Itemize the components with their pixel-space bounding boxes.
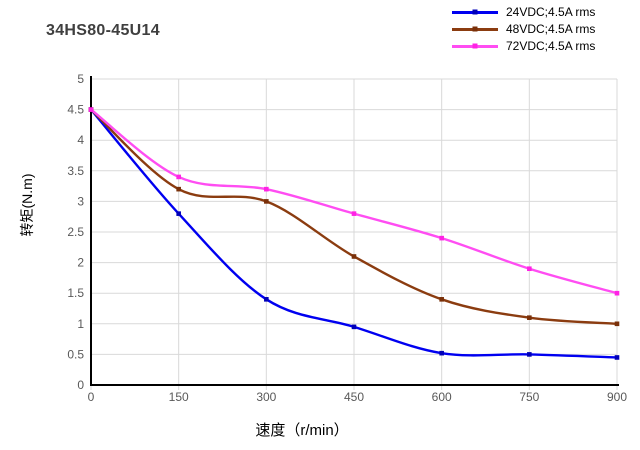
data-point-marker	[439, 350, 444, 356]
tick-labels: 0 150 300 450 600 750 900 0 0.5 1 1.5 2 2.5 3 3.5 4 4.5 5	[67, 72, 627, 404]
y-tick-label: 4.5	[67, 103, 84, 117]
data-point-marker	[439, 297, 444, 302]
legend-item-2: 72VDC;4.5A rms	[452, 38, 595, 54]
data-point-marker	[614, 290, 620, 296]
data-point-marker	[614, 321, 620, 327]
y-tick-label: 3.5	[67, 164, 84, 178]
legend-line-swatch	[452, 43, 498, 49]
x-tick-label: 300	[256, 390, 276, 404]
x-tick-label: 0	[88, 390, 95, 404]
gridlines	[91, 78, 618, 385]
data-point-marker	[527, 315, 532, 320]
data-point-marker	[88, 107, 94, 112]
data-point-marker	[176, 211, 181, 216]
y-tick-label: 0	[77, 378, 84, 392]
legend-label: 72VDC;4.5A rms	[506, 39, 596, 53]
legend-label: 48VDC;4.5A rms	[506, 22, 596, 36]
series-72vdc-4-5a-rms	[88, 107, 620, 296]
data-point-marker	[264, 297, 269, 302]
axes	[90, 76, 619, 386]
y-tick-label: 2.5	[67, 225, 84, 239]
data-point-marker	[176, 174, 181, 180]
legend-marker-icon	[472, 9, 478, 15]
legend-item-1: 48VDC;4.5A rms	[452, 21, 595, 37]
y-tick-label: 2	[77, 256, 84, 270]
legend-line-swatch	[452, 26, 498, 32]
data-point-marker	[527, 352, 532, 357]
x-tick-label: 150	[169, 390, 189, 404]
chart-title: 34HS80-45U14	[46, 22, 160, 39]
legend-marker-icon	[472, 26, 478, 32]
x-axis-ticks	[90, 386, 618, 390]
x-tick-label: 900	[607, 390, 627, 404]
y-tick-label: 1.5	[67, 286, 84, 300]
x-axis-title: 速度（r/min）	[255, 422, 349, 439]
x-tick-label: 600	[432, 390, 452, 404]
data-point-marker	[614, 355, 620, 360]
data-point-marker	[264, 186, 269, 192]
legend-line-swatch	[452, 9, 498, 15]
data-point-marker	[264, 199, 269, 204]
data-point-marker	[439, 235, 444, 241]
data-point-marker	[176, 186, 181, 192]
series-24vdc-4-5a-rms	[88, 107, 620, 360]
y-tick-label: 4	[77, 133, 84, 147]
data-point-marker	[351, 254, 357, 259]
y-tick-label: 1	[77, 317, 84, 331]
data-point-marker	[527, 266, 532, 272]
legend-item-0: 24VDC;4.5A rms	[452, 4, 595, 20]
y-tick-label: 0.5	[67, 347, 84, 361]
data-point-marker	[351, 324, 357, 330]
legend-marker-icon	[472, 43, 478, 49]
x-tick-label: 450	[344, 390, 364, 404]
y-tick-label: 3	[77, 194, 84, 208]
y-tick-label: 5	[77, 72, 84, 86]
x-tick-label: 750	[519, 390, 539, 404]
data-point-marker	[351, 211, 357, 216]
legend: 24VDC;4.5A rms 48VDC;4.5A rms 72VDC;4.5A r…	[452, 4, 595, 54]
legend-label: 24VDC;4.5A rms	[506, 5, 596, 19]
y-axis-title: 转矩(N.m)	[19, 173, 35, 237]
